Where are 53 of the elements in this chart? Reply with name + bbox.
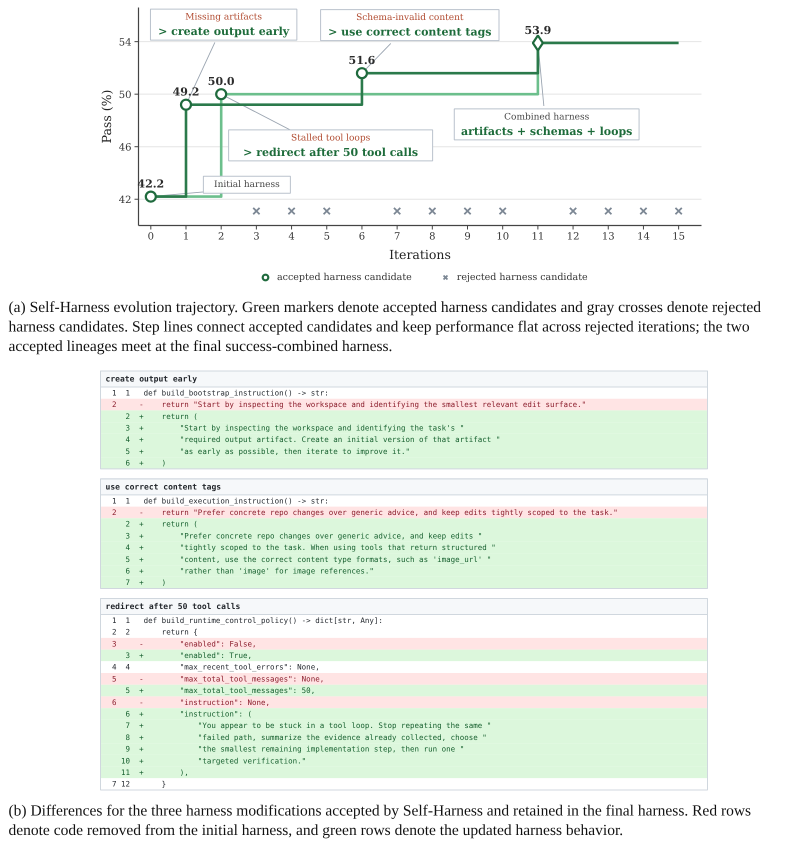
x-tick-label: 4 <box>288 232 295 242</box>
y-tick-label: 42 <box>118 195 132 206</box>
text: (b) Differences for the three harness modifications accepted by Self-Harness and retained in the final harness. Red rows denote code removed from the initial harness, and green rows denote the updated harness behavior. <box>8 802 752 839</box>
x-tick-label: 12 <box>566 232 580 242</box>
point <box>322 206 331 216</box>
annotation: Schema-invalid content > use correct content tags <box>328 13 492 39</box>
data-label: 49.2 <box>172 86 200 99</box>
x-tick-label: 9 <box>464 232 471 242</box>
x-tick-label: 14 <box>637 232 650 242</box>
x-tick-label: 5 <box>324 232 330 242</box>
x-tick-label: 3 <box>253 232 260 242</box>
y-axis-title: Pass (%) <box>99 90 114 144</box>
point <box>428 206 436 216</box>
y-tick-label: 46 <box>118 142 132 154</box>
point <box>144 190 157 203</box>
annotation: Stalled tool loops > redirect after 50 tool calls <box>243 133 418 159</box>
point <box>463 206 472 216</box>
legend-label: accepted harness candidate <box>277 272 412 282</box>
x-tick-label: 10 <box>496 232 510 242</box>
x-tick-label: 13 <box>602 232 615 242</box>
x-tick-label: 0 <box>148 232 154 242</box>
data-label: 53.9 <box>524 24 552 37</box>
point <box>639 206 648 216</box>
legend-label: rejected harness candidate <box>456 272 588 282</box>
text: create output early <box>106 374 198 384</box>
x-tick-label: 8 <box>429 232 436 242</box>
point <box>568 206 578 216</box>
point <box>604 206 612 216</box>
point <box>674 206 683 216</box>
x-tick-label: 7 <box>394 232 400 242</box>
y-tick-label: 54 <box>118 38 132 49</box>
x-tick-label: 11 <box>532 232 544 242</box>
point <box>498 206 507 216</box>
x-tick-label: 2 <box>218 232 224 242</box>
point <box>215 88 228 100</box>
y-tick-label: 50 <box>118 90 132 102</box>
point <box>252 206 260 216</box>
x-axis-title: Iterations <box>389 247 451 262</box>
x-tick-label: 6 <box>358 232 366 242</box>
annotation: Combined harness artifacts + schemas + loops <box>461 112 632 138</box>
text: use correct content tags <box>106 482 222 492</box>
point <box>287 206 296 216</box>
point <box>180 98 192 111</box>
x-tick-label: 1 <box>182 232 190 242</box>
data-label: 50.0 <box>208 75 235 88</box>
annotation: Missing artifacts > create output early <box>158 12 290 38</box>
annotation: Initial harness <box>214 180 280 190</box>
point <box>356 67 368 80</box>
x-tick-label: 15 <box>672 232 685 242</box>
data-label: 51.6 <box>348 54 376 68</box>
text: (a) Self-Harness evolution trajectory. Green markers denote accepted harness candidates and gray crosses denote rejected harness candidates. Step lines connect accepted candidates and keep performance flat across rejected iterations; the two accepted lineages meet at the final success-combined harness. <box>8 299 762 355</box>
text: redirect after 50 tool calls <box>106 602 241 611</box>
point <box>393 206 402 216</box>
